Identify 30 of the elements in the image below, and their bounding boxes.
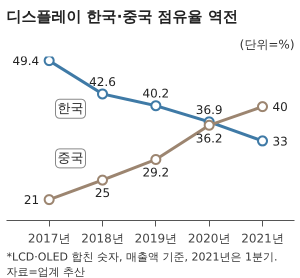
point — [97, 88, 108, 100]
data-label: 40 — [272, 100, 288, 114]
series-label: 중국 — [58, 150, 84, 166]
data-label: 29.2 — [142, 166, 170, 180]
chart-subtitle: (단위=%) — [240, 38, 295, 52]
x-tick-label: 2020년 — [188, 232, 230, 246]
point — [44, 194, 55, 206]
data-label: 21 — [24, 193, 40, 208]
data-label: 40.2 — [142, 86, 170, 101]
point — [150, 154, 162, 166]
data-label: 33 — [272, 134, 288, 148]
series-label: 한국 — [58, 101, 84, 116]
chart-title: 디스플레이 한국·중국 점유율 역전 — [6, 8, 238, 26]
text: *LCD·OLED 합친 숫자, 매출액 기준, 2021년은 1분기. — [6, 250, 278, 264]
point — [97, 174, 108, 186]
data-label: 42.6 — [89, 74, 116, 89]
point — [204, 120, 215, 131]
point — [44, 56, 55, 66]
x-tick-label: 2021년 — [241, 232, 284, 246]
point — [257, 101, 268, 112]
data-label: 36.2 — [196, 131, 223, 146]
x-tick-label: 2018년 — [81, 232, 124, 246]
text: 자료=업계 추산 — [6, 266, 86, 278]
data-label: 36.9 — [196, 102, 223, 117]
x-tick-label: 2017년 — [28, 232, 70, 246]
x-tick-label: 2019년 — [134, 232, 178, 246]
point — [150, 100, 162, 112]
data-label: 49.4 — [12, 54, 40, 68]
data-label: 25 — [94, 186, 110, 200]
point — [257, 135, 268, 146]
